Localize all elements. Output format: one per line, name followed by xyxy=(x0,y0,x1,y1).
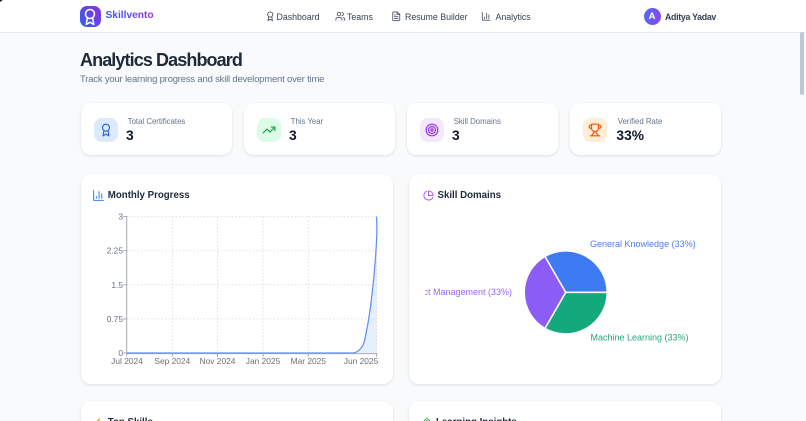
svg-text:Project Management (33%): Project Management (33%) xyxy=(425,287,512,297)
svg-text:Sep 2024: Sep 2024 xyxy=(154,356,190,366)
svg-text:0.75: 0.75 xyxy=(107,314,124,324)
svg-text:Jul 2024: Jul 2024 xyxy=(111,356,143,366)
svg-text:Jun 2025: Jun 2025 xyxy=(344,356,379,366)
svg-text:1.5: 1.5 xyxy=(111,280,123,290)
svg-text:0: 0 xyxy=(118,348,123,358)
svg-text:3: 3 xyxy=(118,212,123,222)
svg-text:Nov 2024: Nov 2024 xyxy=(200,356,236,366)
svg-text:General Knowledge (33%): General Knowledge (33%) xyxy=(590,239,696,249)
svg-text:2.25: 2.25 xyxy=(107,246,124,256)
svg-text:Mar 2025: Mar 2025 xyxy=(291,356,327,366)
svg-text:Jan 2025: Jan 2025 xyxy=(246,356,281,366)
svg-text:Machine Learning (33%): Machine Learning (33%) xyxy=(590,333,688,343)
